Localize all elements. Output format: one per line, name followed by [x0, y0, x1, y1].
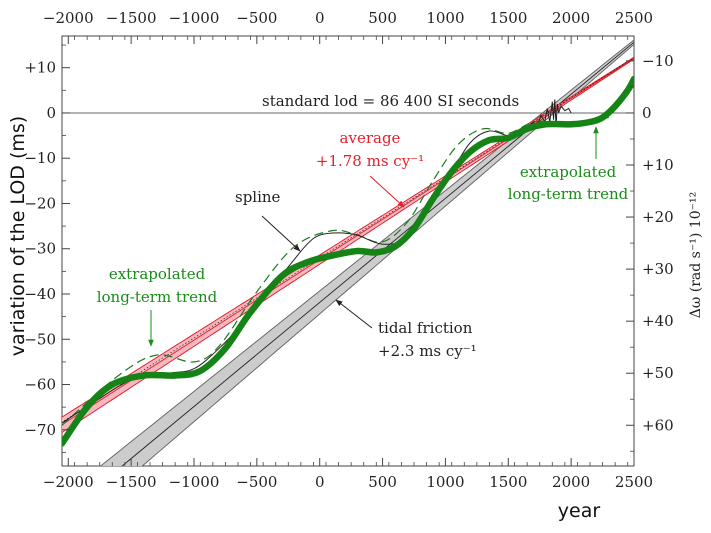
extrap-left-line1: extrapolated — [109, 265, 206, 283]
y-tick-label: −40 — [24, 285, 56, 303]
extrap-right-line2: long-term trend — [508, 185, 629, 203]
y-tick-label: 0 — [46, 104, 56, 122]
x-tick-label-top: −1000 — [169, 9, 220, 27]
x-tick-label-bottom: 0 — [315, 473, 325, 491]
plot-frame — [61, 35, 635, 467]
x-tick-label-bottom: −500 — [236, 473, 277, 491]
axis-ticks — [61, 36, 635, 466]
x-tick-label-bottom: 2000 — [552, 473, 590, 491]
y2-tick-label: 0 — [642, 104, 652, 122]
x-axis-title: year — [558, 500, 601, 522]
spline — [62, 121, 534, 424]
x-tick-label-top: 500 — [368, 9, 397, 27]
extrap-right-line1: extrapolated — [520, 163, 617, 181]
y-tick-label: −70 — [24, 421, 56, 439]
average-center-line — [62, 57, 634, 426]
y-tick-label: −20 — [24, 194, 56, 212]
y-tick-label: −60 — [24, 376, 56, 394]
x-tick-label-bottom: 2500 — [615, 473, 653, 491]
y-tick-label: −10 — [24, 149, 56, 167]
average-label-line2: +1.78 ms cy⁻¹ — [316, 152, 424, 170]
tidal-upper-edge — [99, 39, 634, 466]
standard-lod-label: standard lod = 86 400 SI seconds — [262, 92, 519, 110]
y2-tick-label: +30 — [642, 260, 674, 278]
x-tick-label-bottom: −2000 — [43, 473, 94, 491]
y-tick-label: −30 — [24, 240, 56, 258]
x-tick-label-top: −500 — [236, 9, 277, 27]
y-axis-title: variation of the LOD (ms) — [7, 116, 29, 356]
dashed-trend — [62, 116, 609, 426]
x-tick-label-bottom: −1500 — [106, 473, 157, 491]
average-label-line1: average — [340, 129, 401, 147]
spline-arrow — [261, 215, 301, 252]
y2-axis-title: Δω (rad s⁻¹) 10⁻¹² — [688, 192, 704, 318]
extrapolated-trend — [62, 75, 634, 447]
extrap-left-line2: long-term trend — [97, 288, 218, 306]
average-arrow — [369, 175, 405, 208]
average-upper-edge — [62, 56, 634, 418]
spline-label: spline — [235, 188, 281, 206]
annotations: standard lod = 86 400 SI seconds average… — [97, 92, 629, 360]
x-tick-label-top: 1000 — [426, 9, 464, 27]
dashed-trend-line — [62, 116, 609, 426]
x-tick-label-top: −1500 — [106, 9, 157, 27]
y2-tick-label: +60 — [642, 416, 674, 434]
x-tick-label-top: 1500 — [489, 9, 527, 27]
average-dotted-line — [62, 57, 634, 423]
y-tick-label: −50 — [24, 330, 56, 348]
tidal-label-line1: tidal friction — [378, 319, 473, 337]
spline-line — [62, 121, 534, 424]
tidal-arrow — [335, 299, 373, 329]
x-tick-label-bottom: 500 — [368, 473, 397, 491]
y2-tick-label: +50 — [642, 364, 674, 382]
extrapolated-trend-line — [62, 75, 634, 447]
y2-tick-label: −10 — [642, 52, 674, 70]
x-tick-label-bottom: −1000 — [169, 473, 220, 491]
y2-tick-label: +40 — [642, 312, 674, 330]
tidal-label-line2: +2.3 ms cy⁻¹ — [378, 342, 477, 360]
y2-tick-label: +10 — [642, 156, 674, 174]
x-tick-label-top: −2000 — [43, 9, 94, 27]
x-tick-label-bottom: 1500 — [489, 473, 527, 491]
x-tick-label-bottom: 1000 — [426, 473, 464, 491]
x-tick-label-top: 2000 — [552, 9, 590, 27]
tick-labels: −2000−2000−1500−1500−1000−1000−500−50000… — [24, 9, 673, 491]
x-tick-label-top: 2500 — [615, 9, 653, 27]
y2-tick-label: +20 — [642, 208, 674, 226]
y-tick-label: +10 — [24, 59, 56, 77]
x-tick-label-top: 0 — [315, 9, 325, 27]
